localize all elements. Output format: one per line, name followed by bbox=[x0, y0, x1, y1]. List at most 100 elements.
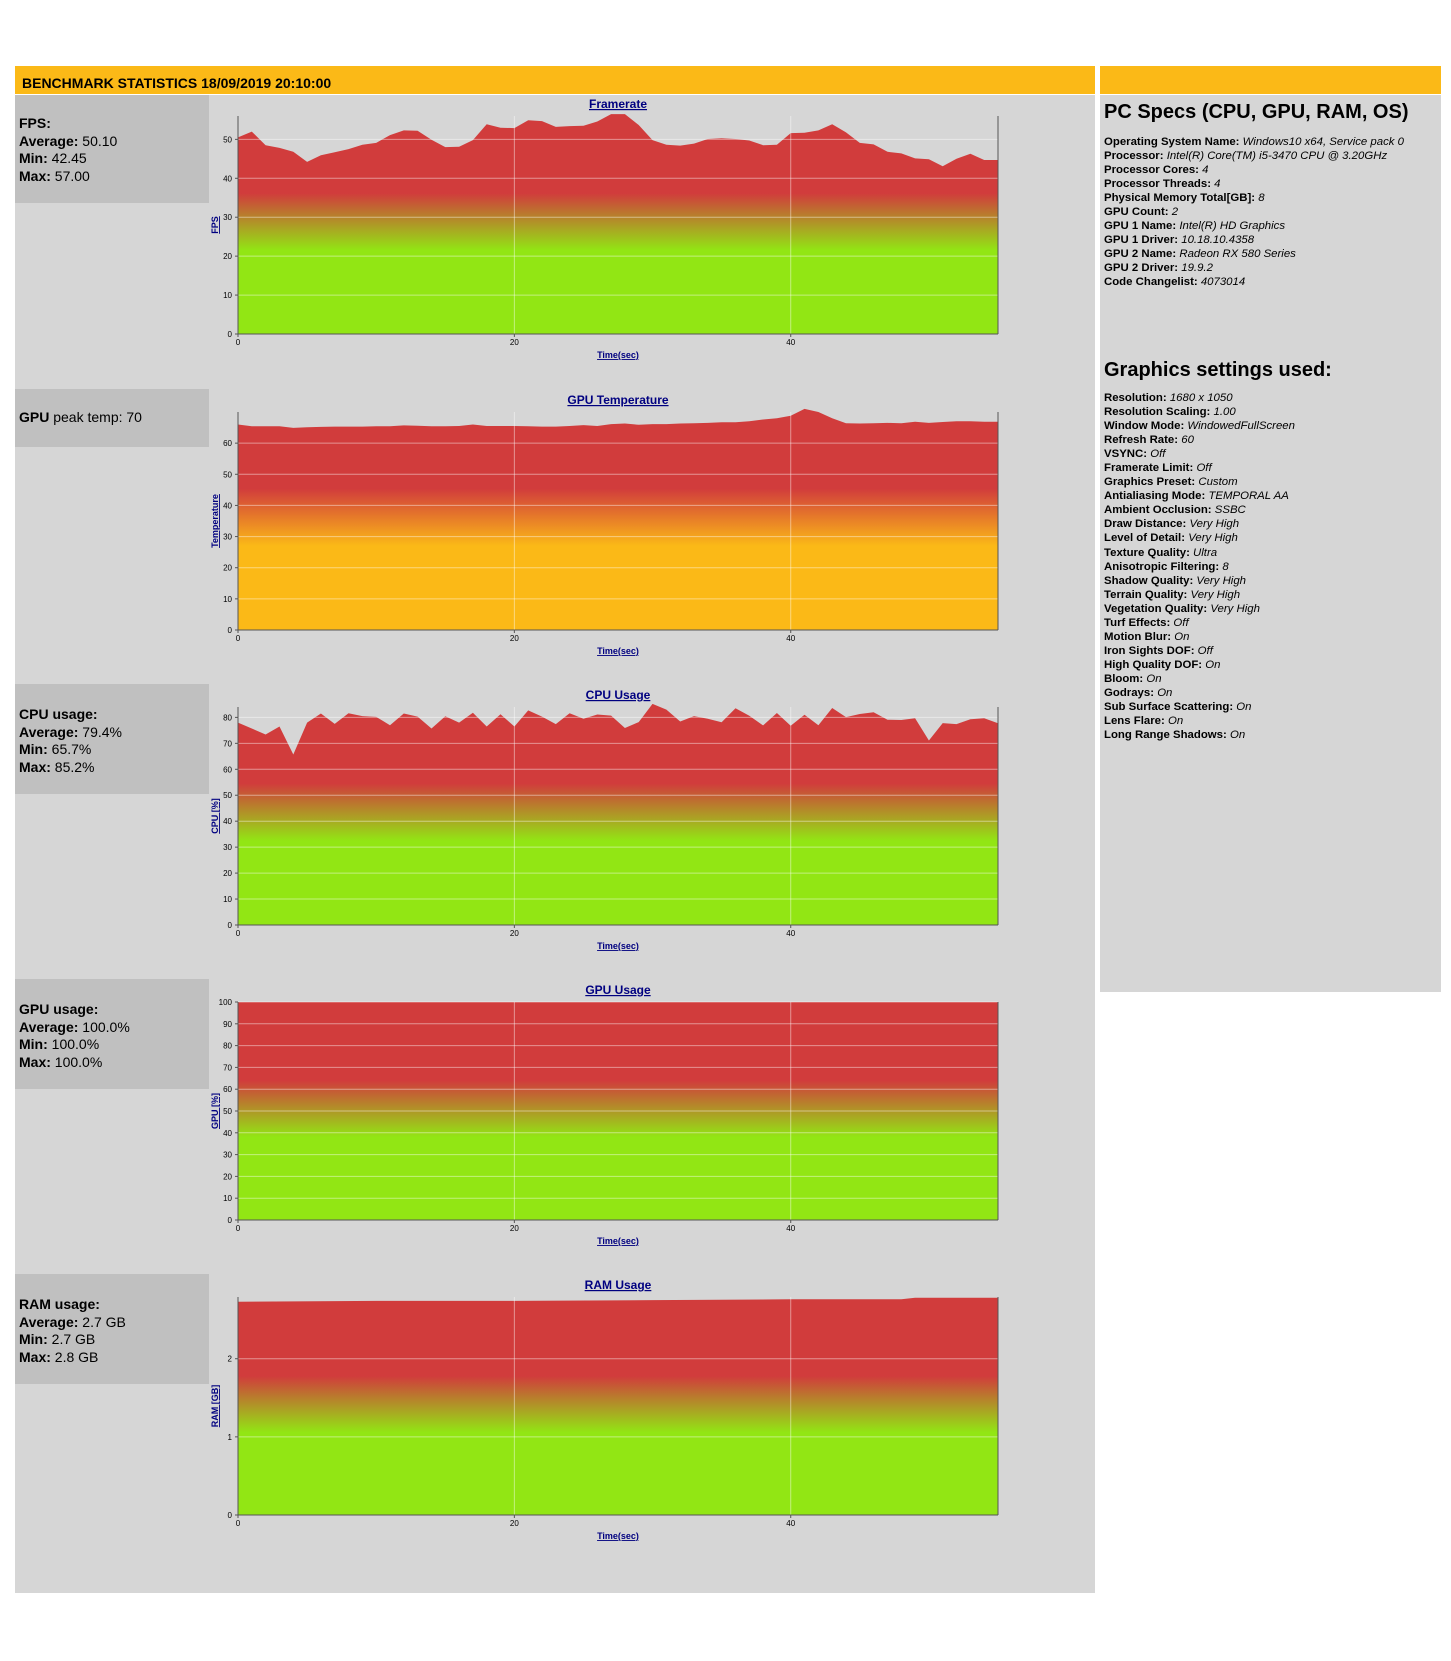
fps-stats: FPS: Average: 50.10 Min: 42.45 Max: 57.0… bbox=[15, 95, 209, 203]
setting-item-value: Very High bbox=[1188, 532, 1238, 545]
spec-item-value: 4073014 bbox=[1200, 276, 1246, 289]
y-tick-label: 70 bbox=[223, 739, 232, 748]
ram-max: 2.8 GB bbox=[54, 1348, 99, 1365]
fps-max-label: Max: bbox=[19, 167, 51, 184]
y-tick-label: 50 bbox=[223, 1107, 232, 1116]
y-tick-label: 0 bbox=[228, 921, 233, 930]
setting-item-key: Ambient Occlusion: bbox=[1104, 504, 1212, 517]
setting-item: Resolution Scaling: 1.00 bbox=[1104, 405, 1295, 419]
x-tick-label: 20 bbox=[510, 929, 519, 938]
y-tick-label: 50 bbox=[223, 791, 232, 800]
setting-item-value: Very High bbox=[1190, 588, 1241, 601]
area-series bbox=[238, 114, 998, 334]
setting-item-key: Window Mode: bbox=[1104, 420, 1185, 433]
y-tick-label: 10 bbox=[223, 595, 232, 604]
y-tick-label: 20 bbox=[223, 869, 232, 878]
y-tick-label: 0 bbox=[228, 1216, 233, 1225]
x-tick-label: 40 bbox=[786, 634, 795, 643]
gpu-temp-label: GPU bbox=[19, 409, 50, 425]
area-series bbox=[238, 1297, 998, 1515]
setting-item: Level of Detail: Very High bbox=[1104, 531, 1295, 545]
spec-item-value: Windows10 x64, Service pack 0 bbox=[1242, 136, 1404, 148]
setting-item: Godrays: On bbox=[1104, 686, 1295, 700]
setting-item: Resolution: 1680 x 1050 bbox=[1104, 391, 1295, 405]
spec-item-key: Processor: bbox=[1104, 150, 1164, 163]
setting-item-value: Off bbox=[1173, 616, 1189, 629]
gpu-usage-stats: GPU usage: Average: 100.0% Min: 100.0% M… bbox=[15, 979, 209, 1089]
framerate-chart: Framerate 0 10 20 30 40 50 0 20 40 Time(sec) FPS bbox=[210, 98, 999, 360]
y-axis-label: CPU [%] bbox=[210, 798, 220, 834]
setting-item-key: Refresh Rate: bbox=[1104, 434, 1179, 447]
ram-average-label: Average: bbox=[19, 1313, 79, 1330]
spec-item-key: GPU 2 Driver: bbox=[1104, 262, 1179, 275]
setting-item: Bloom: On bbox=[1104, 672, 1295, 686]
setting-item-value: On bbox=[1157, 686, 1173, 699]
y-tick-label: 30 bbox=[223, 533, 232, 542]
cpu-average-label: Average: bbox=[19, 723, 79, 740]
area-series bbox=[238, 1002, 998, 1220]
setting-item-value: On bbox=[1205, 658, 1221, 671]
y-tick-label: 80 bbox=[223, 1042, 232, 1051]
y-tick-label: 60 bbox=[223, 1085, 232, 1094]
x-tick-label: 0 bbox=[236, 1519, 241, 1528]
setting-item-value: Off bbox=[1150, 448, 1166, 461]
y-tick-label: 0 bbox=[228, 330, 233, 339]
setting-item-key: Texture Quality: bbox=[1104, 546, 1190, 559]
spec-item-key: Physical Memory Total[GB]: bbox=[1104, 192, 1256, 205]
x-axis-label: Time(sec) bbox=[597, 646, 639, 656]
cpu-min-label: Min: bbox=[19, 741, 48, 757]
setting-item: Ambient Occlusion: SSBC bbox=[1104, 503, 1295, 517]
chart-title: RAM Usage bbox=[585, 1279, 652, 1292]
y-tick-label: 30 bbox=[223, 213, 232, 222]
y-axis-label: RAM [GB] bbox=[210, 1385, 220, 1428]
chart-title: Framerate bbox=[589, 98, 647, 111]
setting-item-value: On bbox=[1146, 672, 1162, 685]
setting-item-value: Off bbox=[1197, 644, 1213, 657]
spec-item-value: 8 bbox=[1258, 192, 1265, 205]
fps-label: FPS: bbox=[19, 115, 51, 131]
fps-average: 50.10 bbox=[82, 132, 118, 149]
fps-min: 42.45 bbox=[51, 150, 87, 166]
setting-item: VSYNC: Off bbox=[1104, 447, 1295, 461]
x-tick-label: 20 bbox=[510, 634, 519, 643]
spec-item: Physical Memory Total[GB]: 8 bbox=[1104, 191, 1404, 205]
spec-item: GPU 2 Name: Radeon RX 580 Series bbox=[1104, 247, 1404, 261]
setting-item-value: WindowedFullScreen bbox=[1187, 420, 1295, 433]
spec-item: Code Changelist: 4073014 bbox=[1104, 275, 1404, 289]
spec-item: GPU 2 Driver: 19.9.2 bbox=[1104, 261, 1404, 275]
cpu-min: 65.7% bbox=[51, 741, 92, 757]
graphics-settings-title: Graphics settings used: bbox=[1104, 359, 1332, 381]
ram-min-label: Min: bbox=[19, 1331, 48, 1347]
cpu-average: 79.4% bbox=[82, 723, 122, 740]
setting-item-key: Level of Detail: bbox=[1104, 532, 1186, 545]
setting-item-key: Shadow Quality: bbox=[1104, 574, 1194, 587]
gpu-temperature-chart: GPU Temperature 0 10 20 30 40 50 60 0 20 40 Time(se… bbox=[210, 394, 999, 656]
y-axis-label: FPS bbox=[210, 216, 220, 234]
setting-item-key: Resolution Scaling: bbox=[1104, 406, 1211, 419]
ram-average: 2.7 GB bbox=[82, 1313, 126, 1330]
setting-item: Long Range Shadows: On bbox=[1104, 728, 1295, 742]
setting-item-value: Very High bbox=[1196, 574, 1246, 587]
setting-item-key: Framerate Limit: bbox=[1104, 462, 1194, 475]
setting-item-key: Terrain Quality: bbox=[1104, 588, 1188, 601]
setting-item-key: Motion Blur: bbox=[1104, 630, 1172, 643]
y-tick-label: 80 bbox=[223, 713, 232, 722]
spec-item-value: Intel(R) HD Graphics bbox=[1179, 220, 1286, 233]
x-axis-label: Time(sec) bbox=[597, 941, 639, 951]
setting-item: Iron Sights DOF: Off bbox=[1104, 644, 1295, 658]
setting-item-value: Ultra bbox=[1193, 546, 1218, 559]
ram-max-label: Max: bbox=[19, 1348, 51, 1365]
setting-item-value: Very High bbox=[1189, 518, 1240, 531]
x-tick-label: 40 bbox=[786, 1519, 795, 1528]
setting-item: Vegetation Quality: Very High bbox=[1104, 602, 1295, 616]
setting-item: Window Mode: WindowedFullScreen bbox=[1104, 419, 1295, 433]
y-tick-label: 60 bbox=[223, 439, 232, 448]
setting-item: Draw Distance: Very High bbox=[1104, 517, 1295, 531]
x-tick-label: 0 bbox=[236, 634, 241, 643]
setting-item-value: On bbox=[1229, 729, 1246, 742]
spec-item-key: Operating System Name: bbox=[1104, 136, 1240, 148]
y-tick-label: 40 bbox=[223, 1129, 232, 1138]
spec-item-key: Code Changelist: bbox=[1104, 276, 1198, 289]
x-tick-label: 0 bbox=[236, 929, 241, 938]
setting-item-key: High Quality DOF: bbox=[1104, 658, 1203, 671]
